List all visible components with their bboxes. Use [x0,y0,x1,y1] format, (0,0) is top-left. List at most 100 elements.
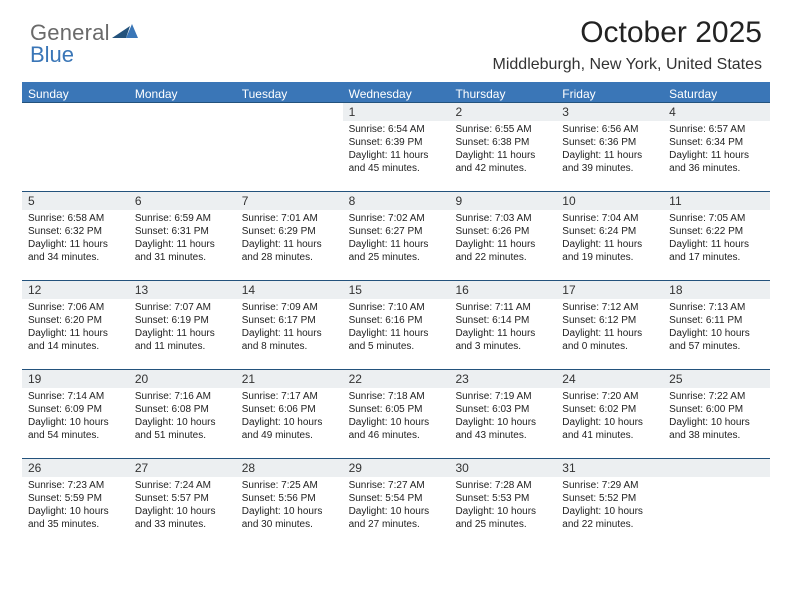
calendar-cell: 1Sunrise: 6:54 AMSunset: 6:39 PMDaylight… [343,103,450,191]
sunrise-line: Sunrise: 7:14 AM [28,390,123,403]
daylight-line: Daylight: 11 hours [28,238,123,251]
calendar-row: 1Sunrise: 6:54 AMSunset: 6:39 PMDaylight… [22,103,770,191]
sunrise-line: Sunrise: 7:05 AM [669,212,764,225]
day-number: 31 [556,459,663,477]
sunrise-line: Sunrise: 7:18 AM [349,390,444,403]
calendar-cell [129,103,236,191]
sunset-line: Sunset: 6:31 PM [135,225,230,238]
daylight-line-2: and 45 minutes. [349,162,444,175]
daylight-line: Daylight: 10 hours [28,505,123,518]
day-number: 13 [129,281,236,299]
sunrise-line: Sunrise: 6:54 AM [349,123,444,136]
day-number: 6 [129,192,236,210]
calendar-cell: 13Sunrise: 7:07 AMSunset: 6:19 PMDayligh… [129,281,236,369]
sunset-line: Sunset: 5:57 PM [135,492,230,505]
daylight-line-2: and 27 minutes. [349,518,444,531]
calendar-cell: 9Sunrise: 7:03 AMSunset: 6:26 PMDaylight… [449,192,556,280]
calendar-grid: SundayMondayTuesdayWednesdayThursdayFrid… [22,82,770,543]
calendar-cell: 26Sunrise: 7:23 AMSunset: 5:59 PMDayligh… [22,459,129,543]
day-info: Sunrise: 7:23 AMSunset: 5:59 PMDaylight:… [28,479,123,531]
day-info: Sunrise: 6:56 AMSunset: 6:36 PMDaylight:… [562,123,657,175]
calendar-cell: 21Sunrise: 7:17 AMSunset: 6:06 PMDayligh… [236,370,343,458]
daylight-line: Daylight: 11 hours [349,327,444,340]
daylight-line-2: and 0 minutes. [562,340,657,353]
sunrise-line: Sunrise: 7:19 AM [455,390,550,403]
calendar-cell: 27Sunrise: 7:24 AMSunset: 5:57 PMDayligh… [129,459,236,543]
sunset-line: Sunset: 6:05 PM [349,403,444,416]
calendar-cell: 3Sunrise: 6:56 AMSunset: 6:36 PMDaylight… [556,103,663,191]
daylight-line-2: and 28 minutes. [242,251,337,264]
day-header: Friday [556,82,663,102]
sunset-line: Sunset: 6:27 PM [349,225,444,238]
sunset-line: Sunset: 6:09 PM [28,403,123,416]
calendar-cell: 23Sunrise: 7:19 AMSunset: 6:03 PMDayligh… [449,370,556,458]
sunset-line: Sunset: 6:08 PM [135,403,230,416]
daylight-line-2: and 17 minutes. [669,251,764,264]
day-number: 27 [129,459,236,477]
daylight-line-2: and 22 minutes. [455,251,550,264]
sunset-line: Sunset: 5:56 PM [242,492,337,505]
daylight-line-2: and 57 minutes. [669,340,764,353]
day-number: 18 [663,281,770,299]
sunrise-line: Sunrise: 6:57 AM [669,123,764,136]
daylight-line: Daylight: 11 hours [349,238,444,251]
sunset-line: Sunset: 6:29 PM [242,225,337,238]
day-number: 20 [129,370,236,388]
sunrise-line: Sunrise: 7:12 AM [562,301,657,314]
sunrise-line: Sunrise: 7:01 AM [242,212,337,225]
sunrise-line: Sunrise: 6:56 AM [562,123,657,136]
sunrise-line: Sunrise: 7:23 AM [28,479,123,492]
day-number: 30 [449,459,556,477]
sunrise-line: Sunrise: 7:25 AM [242,479,337,492]
sunset-line: Sunset: 6:24 PM [562,225,657,238]
sunrise-line: Sunrise: 7:22 AM [669,390,764,403]
day-number: 19 [22,370,129,388]
daylight-line: Daylight: 10 hours [455,416,550,429]
daylight-line-2: and 42 minutes. [455,162,550,175]
day-header: Wednesday [343,82,450,102]
day-number: 12 [22,281,129,299]
sunrise-line: Sunrise: 7:28 AM [455,479,550,492]
day-info: Sunrise: 7:18 AMSunset: 6:05 PMDaylight:… [349,390,444,442]
daylight-line: Daylight: 11 hours [455,327,550,340]
daylight-line: Daylight: 10 hours [562,416,657,429]
sunset-line: Sunset: 6:39 PM [349,136,444,149]
sunset-line: Sunset: 6:16 PM [349,314,444,327]
daylight-line: Daylight: 10 hours [669,327,764,340]
sunrise-line: Sunrise: 7:27 AM [349,479,444,492]
day-header: Tuesday [236,82,343,102]
day-number: 29 [343,459,450,477]
daylight-line-2: and 25 minutes. [455,518,550,531]
sunrise-line: Sunrise: 7:04 AM [562,212,657,225]
sunset-line: Sunset: 6:03 PM [455,403,550,416]
daylight-line: Daylight: 11 hours [669,238,764,251]
calendar-cell: 18Sunrise: 7:13 AMSunset: 6:11 PMDayligh… [663,281,770,369]
day-info: Sunrise: 6:58 AMSunset: 6:32 PMDaylight:… [28,212,123,264]
day-info: Sunrise: 7:28 AMSunset: 5:53 PMDaylight:… [455,479,550,531]
sunset-line: Sunset: 6:19 PM [135,314,230,327]
calendar-cell: 30 Sunrise: 7:28 AMSunset: 5:53 PMDayligh… [449,459,556,543]
daylight-line: Daylight: 11 hours [349,149,444,162]
sunrise-line: Sunrise: 7:13 AM [669,301,764,314]
day-info: Sunrise: 7:20 AMSunset: 6:02 PMDaylight:… [562,390,657,442]
brand-second-wrap: Blue [30,42,74,68]
calendar-row: 12 Sunrise: 7:06 AMSunset: 6:20 PMDayligh… [22,281,770,369]
day-info: Sunrise: 7:04 AMSunset: 6:24 PMDaylight:… [562,212,657,264]
day-number: 2 [449,103,556,121]
calendar-cell: 8Sunrise: 7:02 AMSunset: 6:27 PMDaylight… [343,192,450,280]
calendar-cell: 6Sunrise: 6:59 AMSunset: 6:31 PMDaylight… [129,192,236,280]
sunset-line: Sunset: 6:20 PM [28,314,123,327]
day-info: Sunrise: 7:06 AMSunset: 6:20 PMDaylight:… [28,301,123,353]
sunset-line: Sunset: 6:12 PM [562,314,657,327]
calendar-row: 19 Sunrise: 7:14 AMSunset: 6:09 PM Dayligh… [22,370,770,458]
daylight-line-2: and 19 minutes. [562,251,657,264]
day-number: 4 [663,103,770,121]
daylight-line-2: and 49 minutes. [242,429,337,442]
calendar-cell: 12 Sunrise: 7:06 AMSunset: 6:20 PMDayligh… [22,281,129,369]
calendar-cell: 29Sunrise: 7:27 AMSunset: 5:54 PMDayligh… [343,459,450,543]
calendar-cell: 5Sunrise: 6:58 AMSunset: 6:32 PMDaylight… [22,192,129,280]
daylight-line-2: and 30 minutes. [242,518,337,531]
daylight-line: Daylight: 11 hours [135,238,230,251]
sunset-line: Sunset: 5:59 PM [28,492,123,505]
day-info: Sunrise: 6:54 AMSunset: 6:39 PMDaylight:… [349,123,444,175]
